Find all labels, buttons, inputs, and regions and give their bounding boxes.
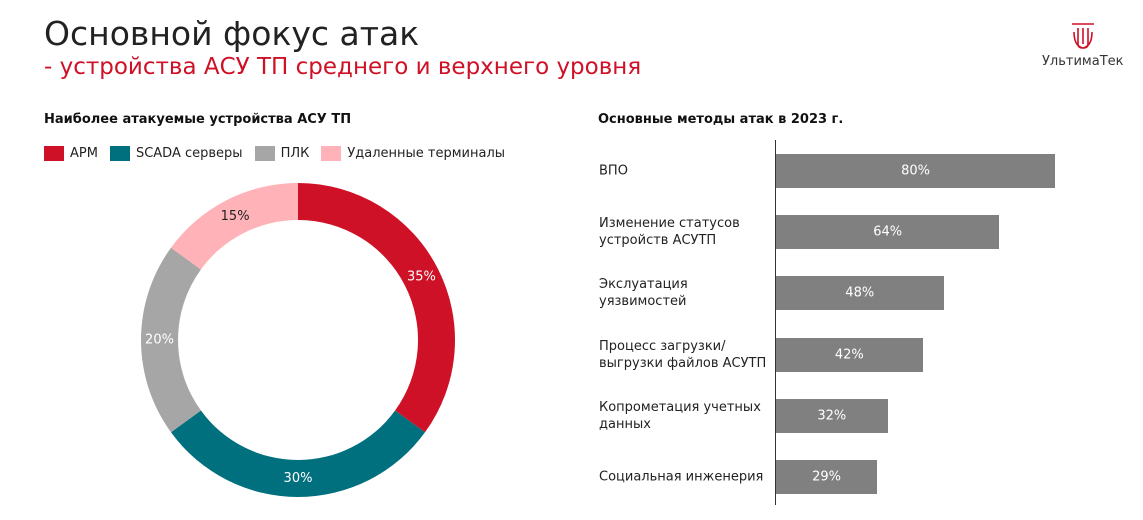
- data-label: 29%: [812, 469, 842, 485]
- data-label: 80%: [901, 163, 931, 179]
- donut-chart: 35% 30% 20% 15%: [141, 183, 455, 497]
- category-label: Изменение статусов устройств АСУТП: [599, 216, 740, 249]
- data-label: 64%: [873, 224, 903, 240]
- legend-swatch: [254, 146, 275, 161]
- legend-label: SCADA серверы: [135, 146, 243, 161]
- legend-label: Удаленные терминалы: [347, 146, 506, 161]
- legend-swatch: [44, 146, 64, 161]
- category-label: ВПО: [599, 163, 628, 179]
- category-label: Экслуатация уязвимостей: [599, 277, 688, 310]
- donut-segment: [170, 410, 426, 497]
- legend-label: ПЛК: [280, 146, 310, 161]
- title: Основной фокус атак: [44, 14, 420, 53]
- donut-segment: [141, 247, 201, 433]
- legend: АРМ SCADA серверы ПЛК Удаленные терминалы: [44, 146, 505, 161]
- bar: [776, 337, 923, 372]
- donut-segment: [170, 183, 298, 270]
- category-label: Процесс загрузки/ выгрузки файлов АСУТП: [599, 338, 767, 371]
- legend-item: ПЛК: [254, 146, 310, 161]
- legend-swatch: [109, 146, 130, 161]
- data-label: 42%: [834, 347, 864, 363]
- bar: [776, 154, 1056, 188]
- legend-item: SCADA серверы: [109, 146, 243, 161]
- data-label: 48%: [845, 285, 875, 301]
- axis-line: [775, 140, 776, 505]
- bar: [776, 398, 888, 433]
- legend-item: Удаленные терминалы: [321, 146, 505, 161]
- data-label: 35%: [407, 270, 436, 285]
- category-label: Социальная инженерия: [599, 469, 764, 485]
- data-label: 32%: [817, 408, 847, 424]
- donut-segment: [298, 183, 455, 433]
- legend-swatch: [321, 146, 342, 161]
- data-label: 20%: [145, 333, 174, 348]
- legend-label: АРМ: [70, 146, 98, 161]
- legend-item: АРМ: [44, 146, 98, 161]
- bar: [776, 276, 944, 311]
- bar: [776, 215, 1000, 250]
- chart-title: Наиболее атакуемые устройства АСУ ТП: [44, 112, 352, 127]
- category-label: Копрометация учетных данных: [599, 399, 761, 432]
- bar: [776, 460, 878, 494]
- data-label: 30%: [284, 471, 313, 486]
- logo-icon: [1072, 23, 1094, 49]
- chart-title: Основные методы атак в 2023 г.: [598, 112, 844, 127]
- subtitle: - устройства АСУ ТП среднего и верхнего …: [44, 54, 642, 80]
- logo-text: УльтимаТек: [1042, 54, 1124, 69]
- data-label: 15%: [221, 209, 250, 224]
